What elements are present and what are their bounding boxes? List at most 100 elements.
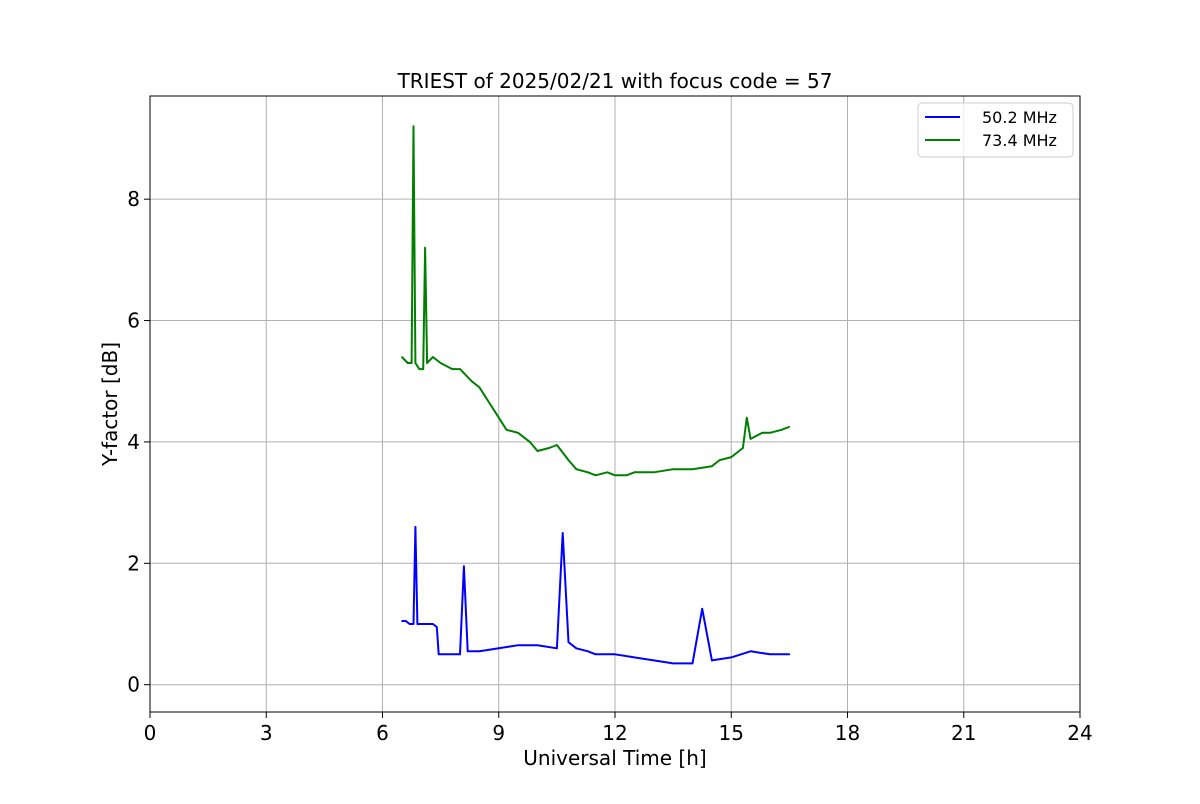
- series-0-point: [575, 647, 578, 650]
- series-1-point: [633, 471, 636, 474]
- series-1-point: [761, 432, 764, 434]
- x-axis: 0 3 6 9 12 15 18 21 24: [144, 712, 1093, 745]
- series-1-point: [410, 362, 413, 364]
- series-0-point: [561, 532, 564, 534]
- series-0-point: [463, 565, 465, 568]
- series-0-point: [436, 626, 438, 628]
- series-0-point: [536, 644, 539, 646]
- series-layer: [401, 125, 791, 665]
- series-0-point: [498, 647, 500, 650]
- series-0-point: [691, 662, 694, 665]
- series-1-point: [536, 450, 539, 452]
- series-0-point: [420, 623, 423, 625]
- series-0-point: [466, 650, 469, 653]
- series-0-point: [567, 641, 570, 643]
- x-tick-label: 9: [492, 721, 505, 745]
- x-tick-label: 12: [602, 721, 627, 745]
- series-1-point: [406, 362, 409, 364]
- y-tick-label: 6: [127, 309, 140, 333]
- series-1-point: [459, 368, 461, 370]
- series-0-point: [788, 653, 791, 656]
- x-tick-label: 3: [260, 721, 273, 745]
- series-1-point: [672, 468, 674, 471]
- series-0-point: [478, 650, 481, 653]
- series-1-point: [718, 459, 721, 461]
- series-1-point: [422, 368, 425, 370]
- x-tick-label: 0: [144, 721, 157, 745]
- series-0-point: [408, 623, 411, 625]
- series-0-point: [633, 656, 636, 659]
- series-1-point: [517, 432, 519, 434]
- series-1-point: [730, 456, 733, 458]
- series-1-point: [418, 368, 421, 370]
- series-1-point: [548, 447, 550, 449]
- series-0-point: [517, 644, 519, 646]
- series-0-point: [437, 653, 440, 656]
- series-0-point: [749, 650, 752, 653]
- series-0-point: [672, 662, 674, 665]
- series-1-point: [556, 444, 558, 446]
- y-tick-label: 4: [127, 430, 140, 454]
- series-1-point: [746, 416, 748, 419]
- x-tick-label: 21: [951, 721, 976, 745]
- series-0-point: [447, 653, 450, 656]
- series-1-point: [498, 416, 500, 419]
- chart-title: TRIEST of 2025/02/21 with focus code = 5…: [397, 69, 833, 93]
- series-1-point: [470, 380, 473, 383]
- series-1-point: [414, 362, 417, 364]
- y-tick-label: 0: [127, 673, 140, 697]
- x-tick-label: 24: [1067, 721, 1092, 745]
- series-1-point: [614, 474, 616, 477]
- series-0-point: [414, 526, 417, 528]
- series-1-point: [439, 362, 442, 364]
- series-0-point: [701, 608, 703, 610]
- series-1-point: [606, 471, 609, 474]
- legend: 50.2 MHz 73.4 MHz: [917, 102, 1074, 158]
- series-0-point: [556, 647, 558, 650]
- series-0-point: [459, 653, 461, 656]
- series-1-point: [749, 438, 752, 440]
- series-0-point: [424, 623, 426, 625]
- series-0-point: [614, 653, 616, 656]
- y-axis-label: Y-factor [dB]: [98, 342, 122, 467]
- series-0-point: [653, 659, 655, 662]
- series-0-point: [428, 623, 430, 625]
- legend-label-73-mhz: 73.4 MHz: [982, 131, 1057, 150]
- x-tick-label: 6: [376, 721, 389, 745]
- series-0-point: [405, 620, 407, 622]
- series-1-point: [780, 429, 783, 431]
- series-0-point: [594, 653, 597, 656]
- series-1-point: [451, 368, 454, 370]
- series-0-point: [412, 623, 415, 625]
- legend-label-50-mhz: 50.2 MHz: [982, 108, 1057, 127]
- series-1-point: [653, 471, 655, 474]
- series-1-point: [478, 386, 481, 389]
- y-tick-label: 2: [127, 551, 140, 575]
- series-1-point: [567, 459, 570, 461]
- x-tick-label: 18: [835, 721, 860, 745]
- y-axis: 0 2 4 6 8: [127, 187, 150, 697]
- x-axis-label: Universal Time [h]: [523, 746, 706, 770]
- series-1-point: [432, 356, 434, 358]
- series-0-point: [769, 653, 771, 656]
- series-0-point: [432, 623, 434, 625]
- series-1-point: [490, 404, 492, 407]
- series-1-point: [769, 432, 771, 434]
- series-0-point: [439, 653, 442, 656]
- series-1-point: [645, 471, 647, 474]
- series-0-point: [730, 656, 733, 659]
- series-1-point: [505, 429, 508, 431]
- series-1-point: [575, 468, 578, 471]
- series-1-point: [711, 465, 713, 468]
- series-1-point: [691, 468, 694, 471]
- series-1-point: [587, 471, 589, 474]
- series-0-point: [401, 620, 403, 622]
- series-1-point: [594, 474, 597, 477]
- series-1-point: [401, 356, 403, 358]
- series-0-point: [711, 659, 713, 662]
- series-1-point: [426, 362, 428, 364]
- series-1-point: [424, 246, 426, 249]
- series-0-point: [416, 623, 419, 625]
